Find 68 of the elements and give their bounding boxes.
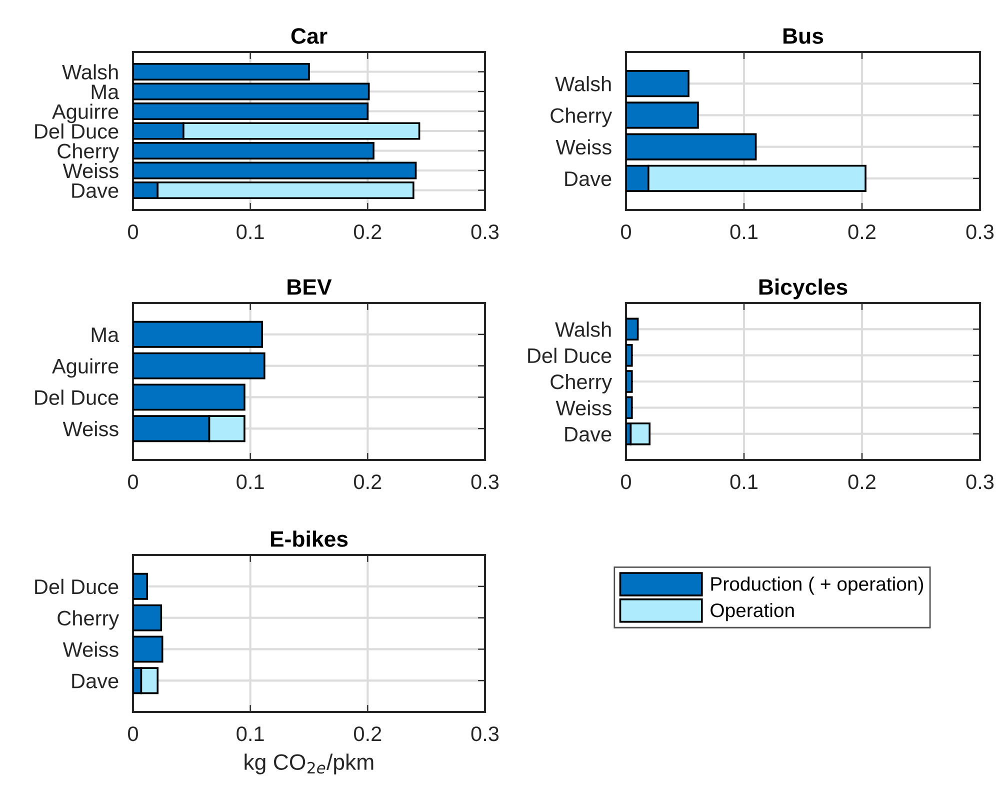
bar xyxy=(626,102,699,129)
bar xyxy=(630,422,651,446)
bar xyxy=(133,102,369,120)
bar xyxy=(626,396,633,420)
x-axis-title: kg CO$_{2e}$/pkm xyxy=(244,754,374,774)
x-tick-label: 0.1 xyxy=(730,224,758,240)
y-tick-label: Dave xyxy=(565,427,612,442)
y-tick-label: Aguirre xyxy=(52,104,118,124)
y-tick-label: Del Duce xyxy=(35,578,118,594)
y-tick-label: Walsh xyxy=(555,322,611,337)
x-tick-label: 0.1 xyxy=(236,224,264,240)
y-tick-label: Weiss xyxy=(62,642,118,657)
bar xyxy=(133,82,370,100)
bar xyxy=(133,162,417,180)
y-tick-label: Weiss xyxy=(62,162,118,178)
x-tick-label: 0.3 xyxy=(966,224,994,240)
y-tick-label: Aguirre xyxy=(52,358,118,378)
y-tick-label: Del Duce xyxy=(35,123,118,139)
x-tick-label: 0 xyxy=(621,474,631,490)
bar xyxy=(133,320,263,348)
bar xyxy=(133,384,246,411)
x-tick-label: 0.3 xyxy=(966,474,994,490)
bar xyxy=(133,62,310,81)
x-tick-label: 0 xyxy=(621,224,631,240)
y-tick-label: Weiss xyxy=(556,400,612,416)
x-tick-label: 0.1 xyxy=(236,726,264,742)
x-tick-label: 0.1 xyxy=(236,474,264,490)
x-tick-label: 0 xyxy=(128,474,138,490)
y-tick-label: Weiss xyxy=(62,421,118,436)
chart-title: Bus xyxy=(783,28,824,44)
bar xyxy=(133,142,374,160)
bar xyxy=(626,318,639,341)
bar xyxy=(626,370,633,393)
bar xyxy=(626,344,633,367)
x-tick-label: 0.2 xyxy=(848,474,876,490)
y-tick-label: Cherry xyxy=(550,108,612,128)
x-tick-label: 0.3 xyxy=(471,224,499,240)
y-tick-label: Del Duce xyxy=(528,348,612,364)
y-tick-label: Dave xyxy=(72,183,118,198)
x-tick-label: 0.2 xyxy=(354,726,382,742)
chart-title: Bicycles xyxy=(759,278,848,300)
legend-label: Production ( + operation) xyxy=(711,576,924,595)
x-tick-label: 0 xyxy=(128,224,138,240)
x-tick-label: 0.3 xyxy=(471,726,499,742)
y-tick-label: Del Duce xyxy=(35,390,118,405)
x-tick-label: 0.2 xyxy=(354,474,382,490)
y-tick-label: Walsh xyxy=(62,64,118,80)
y-tick-label: Cherry xyxy=(58,143,120,163)
chart-title: Car xyxy=(291,28,328,44)
chart-title: E-bikes xyxy=(270,530,348,547)
y-tick-label: Dave xyxy=(565,172,612,186)
y-tick-label: Walsh xyxy=(555,76,611,92)
y-tick-label: Cherry xyxy=(550,374,612,394)
legend-label: Operation xyxy=(710,602,794,622)
chart-title: BEV xyxy=(288,279,332,295)
x-tick-label: 0.1 xyxy=(730,474,758,490)
x-tick-label: 0.3 xyxy=(471,474,499,490)
bar xyxy=(626,133,757,160)
x-tick-label: 0.2 xyxy=(354,224,382,240)
y-tick-label: Dave xyxy=(72,674,118,688)
y-tick-label: Weiss xyxy=(556,139,612,155)
y-tick-label: Cherry xyxy=(58,610,120,630)
x-tick-label: 0.2 xyxy=(848,224,876,240)
bar xyxy=(626,70,690,98)
y-tick-label: Ma xyxy=(92,84,120,100)
x-tick-label: 0 xyxy=(128,726,138,742)
y-tick-label: Ma xyxy=(92,328,120,342)
bar xyxy=(133,352,266,380)
